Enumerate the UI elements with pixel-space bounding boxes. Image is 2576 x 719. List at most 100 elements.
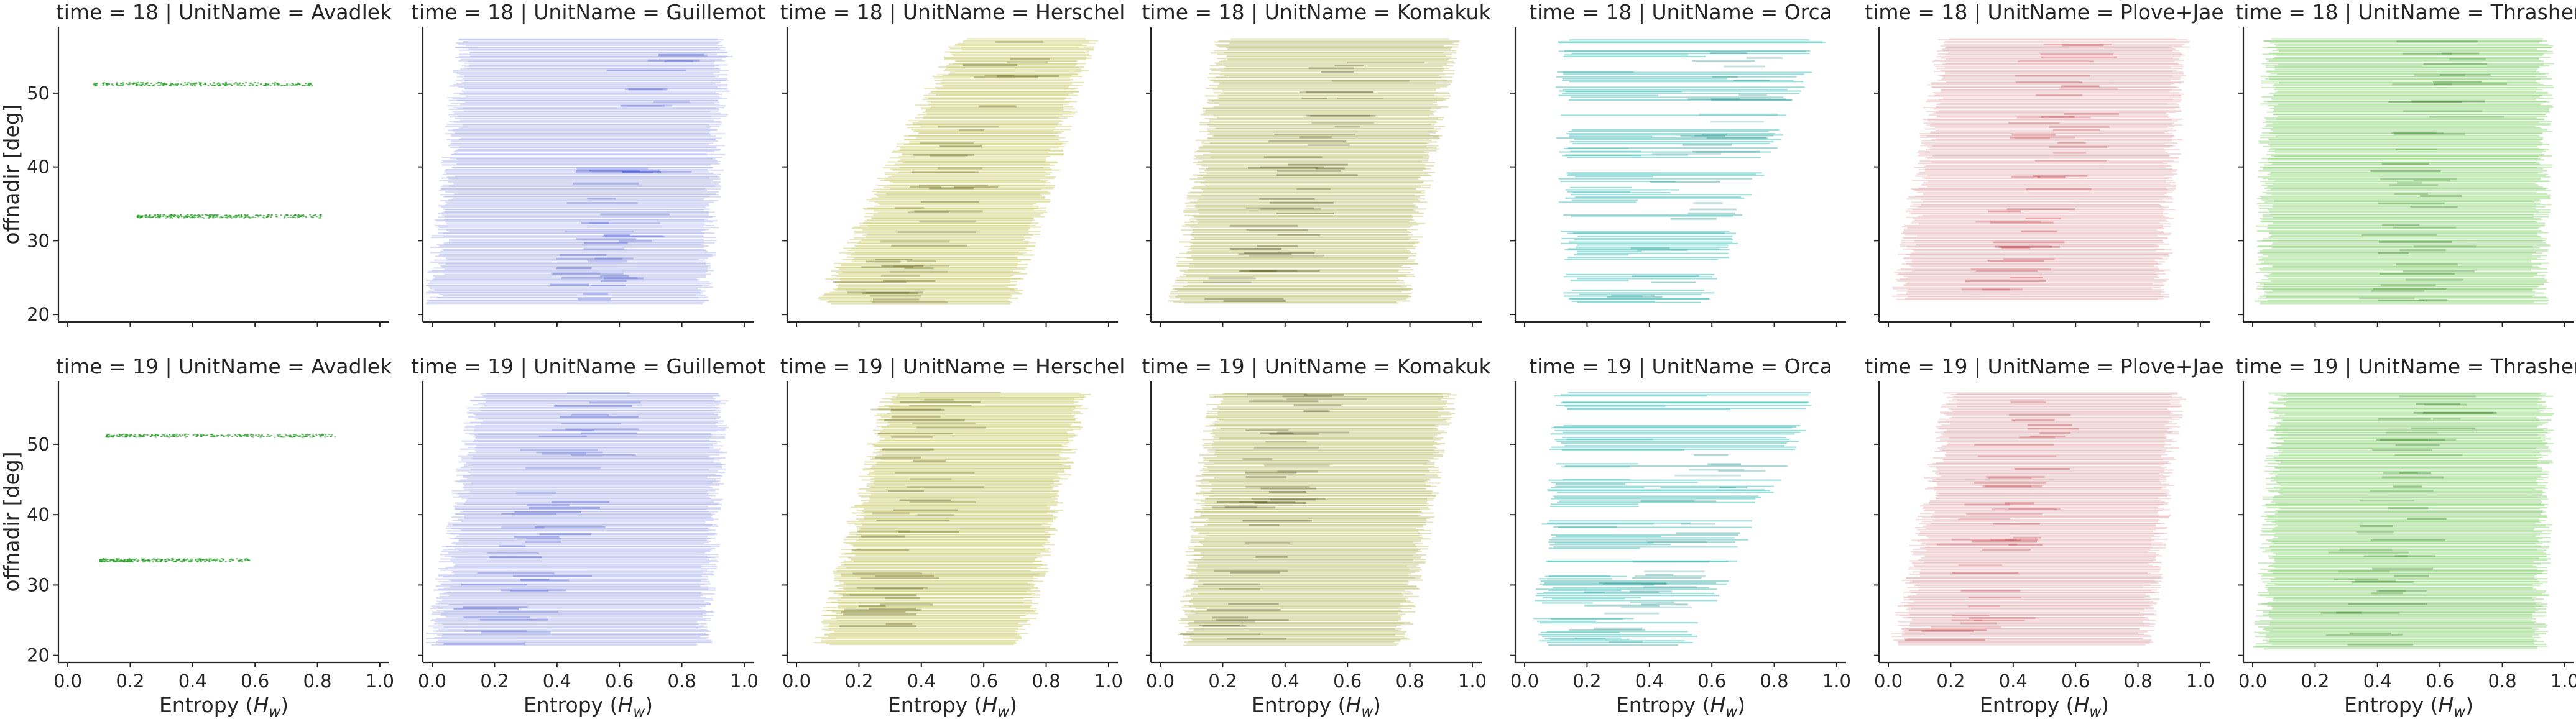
scatter-row — [433, 278, 697, 280]
scatter-row — [462, 124, 709, 126]
scatter-row — [1184, 245, 1417, 248]
x-tick-label: 0.2 — [116, 671, 144, 692]
scatter-dense — [910, 478, 952, 480]
scatter-point — [164, 82, 166, 84]
scatter-row — [899, 167, 1050, 168]
scatter-row — [1902, 617, 2145, 619]
scatter-point — [251, 436, 253, 437]
scatter-row — [1226, 56, 1452, 58]
scatter-point — [277, 83, 280, 85]
scatter-row — [1203, 447, 1438, 449]
scatter-row — [435, 255, 713, 257]
scatter-row — [467, 498, 723, 500]
scatter-row — [1920, 135, 2174, 137]
scatter-row — [2266, 292, 2545, 294]
scatter-row — [837, 605, 1032, 607]
scatter-row — [2261, 185, 2539, 186]
scatter-point — [196, 216, 199, 218]
scatter-row — [458, 86, 718, 88]
scatter-row — [1936, 492, 2166, 495]
y-axis-label: offnadir [deg] — [0, 104, 24, 244]
scatter-point — [240, 214, 242, 216]
scatter-row — [1927, 99, 2182, 101]
scatter-point — [179, 435, 182, 437]
scatter-dense — [1632, 561, 1709, 563]
scatter-point — [303, 215, 306, 217]
scatter-row — [444, 211, 709, 213]
scatter-row — [428, 270, 708, 272]
scatter-point — [252, 216, 254, 218]
scatter-point — [101, 561, 104, 562]
scatter-row — [435, 585, 701, 587]
scatter-row — [432, 607, 700, 608]
scatter-row — [826, 642, 1017, 644]
scatter-row — [1902, 248, 2165, 250]
scatter-row — [1927, 118, 2183, 120]
scatter-point — [211, 433, 213, 435]
x-axis-label: Entropy (Hw) — [2344, 693, 2473, 719]
scatter-row — [1567, 173, 1756, 175]
scatter-row — [1181, 229, 1407, 231]
scatter-row — [914, 130, 1054, 132]
scatter-point — [238, 560, 240, 562]
scatter-row — [1957, 405, 2182, 407]
scatter-row — [846, 256, 1018, 258]
scatter-point — [247, 436, 249, 437]
scatter-point — [219, 83, 221, 85]
scatter-row — [908, 135, 1055, 137]
scatter-point — [158, 217, 160, 219]
scatter-row — [880, 459, 1060, 460]
scatter-point — [196, 561, 198, 562]
scatter-dense — [913, 153, 975, 156]
scatter-dense — [1260, 432, 1294, 434]
scatter-point — [141, 215, 144, 217]
scatter-point — [124, 434, 127, 436]
scatter-points — [426, 392, 729, 646]
scatter-row — [1191, 638, 1410, 640]
scatter-row — [1567, 248, 1720, 250]
scatter-row — [1203, 176, 1420, 178]
scatter-row — [1206, 534, 1423, 537]
scatter-row — [2264, 182, 2536, 184]
scatter-row — [2271, 289, 2533, 291]
scatter-dense — [539, 533, 591, 536]
x-tick-label: 1.0 — [366, 671, 394, 692]
scatter-row — [461, 90, 730, 92]
scatter-dense — [861, 535, 905, 538]
scatter-row — [1577, 301, 1701, 303]
scatter-row — [1934, 451, 2172, 452]
scatter-row — [1207, 76, 1442, 79]
scatter-point — [215, 559, 218, 561]
y-tick-label: 30 — [27, 230, 50, 251]
scatter-row — [1934, 489, 2169, 491]
scatter-row — [2281, 451, 2552, 453]
scatter-row — [1193, 530, 1418, 532]
scatter-row — [470, 400, 729, 402]
scatter-dense — [1213, 570, 1288, 572]
scatter-row — [1561, 442, 1787, 444]
scatter-row — [1186, 257, 1408, 259]
scatter-row — [2263, 168, 2543, 170]
scatter-row — [2258, 211, 2551, 213]
scatter-dense — [2382, 224, 2420, 226]
scatter-point — [211, 84, 214, 86]
scatter-dense — [589, 169, 660, 172]
scatter-dense — [2339, 548, 2393, 551]
scatter-row — [445, 263, 706, 265]
scatter-row — [1944, 73, 2184, 75]
scatter-point — [204, 83, 206, 85]
scatter-row — [455, 57, 726, 58]
scatter-dense — [2394, 193, 2428, 195]
scatter-row — [1919, 572, 2148, 574]
scatter-row — [466, 407, 718, 409]
scatter-dense — [916, 426, 986, 429]
scatter-point — [112, 85, 114, 86]
scatter-row — [871, 465, 1071, 467]
scatter-row — [1914, 219, 2166, 221]
scatter-row — [2266, 483, 2538, 485]
scatter-row — [1194, 204, 1416, 206]
scatter-row — [1547, 489, 1765, 491]
scatter-row — [2273, 497, 2547, 498]
scatter-row — [853, 237, 1032, 239]
scatter-row — [1901, 631, 2148, 633]
